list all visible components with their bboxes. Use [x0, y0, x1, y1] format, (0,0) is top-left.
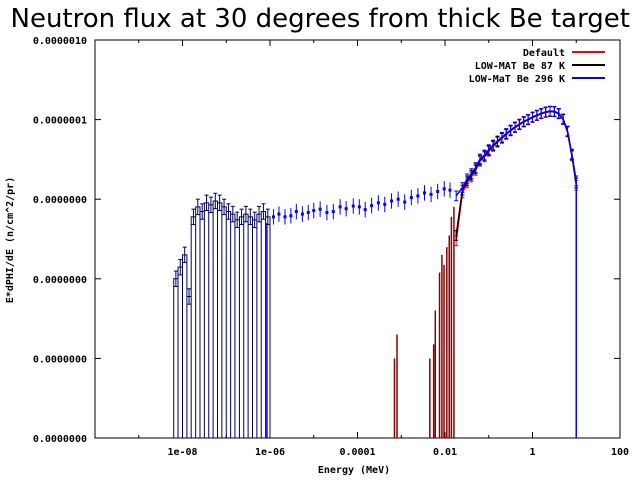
- y-axis-label: E*dPHI/dE (n/cm^2/pr): [5, 177, 16, 303]
- x-tick-label: 100: [611, 447, 629, 458]
- x-tick-label: 1e-08: [167, 447, 197, 458]
- y-tick-label: 0.0000000: [33, 195, 87, 206]
- y-tick-label: 0.0000000: [33, 275, 87, 286]
- blue-point: [383, 202, 387, 206]
- x-tick-label: 0.0001: [339, 447, 375, 458]
- blue-point: [442, 187, 446, 191]
- legend: Default LOW-MAT Be 87 K LOW-MaT Be 296 K: [469, 48, 605, 85]
- blue-point: [338, 205, 342, 209]
- blue-point: [294, 210, 298, 214]
- blue-point: [300, 212, 304, 216]
- y-tick-label: 0.0000000: [33, 354, 87, 365]
- blue-point: [277, 212, 281, 216]
- blue-point: [283, 215, 287, 219]
- x-tick-label: 0.01: [433, 447, 457, 458]
- blue-point: [423, 191, 427, 195]
- blue-point: [351, 204, 355, 208]
- blue-point: [318, 207, 322, 211]
- legend-label: LOW-MaT Be 296 K: [469, 74, 565, 85]
- blue-point: [376, 201, 380, 205]
- blue-point: [436, 189, 440, 193]
- blue-point: [331, 210, 335, 214]
- blue-point: [325, 211, 329, 215]
- chart-title: Neutron flux at 30 degrees from thick Be…: [11, 4, 631, 34]
- blue-point: [363, 208, 367, 212]
- y-tick-label: 0.0000001: [33, 116, 87, 127]
- blue-point: [396, 197, 400, 201]
- blue-point: [416, 194, 420, 198]
- blue-point: [390, 199, 394, 203]
- x-axis-label: Energy (MeV): [318, 465, 390, 476]
- blue-point: [289, 214, 293, 218]
- blue-point: [312, 209, 316, 213]
- blue-point: [344, 207, 348, 211]
- blue-point: [448, 188, 452, 192]
- x-axis: 1e-08 1e-06 0.0001 0.01 1 100: [94, 40, 629, 458]
- blue-point: [429, 192, 433, 196]
- x-tick-label: 1e-06: [255, 447, 285, 458]
- blue-point: [409, 196, 413, 200]
- blue-point: [370, 204, 374, 208]
- blue-point: [306, 211, 310, 215]
- y-tick-label: 0.0000000: [33, 434, 87, 445]
- y-tick-label: 0.0000010: [33, 36, 87, 47]
- legend-label: Default: [523, 48, 565, 59]
- x-tick-label: 1: [529, 447, 535, 458]
- legend-label: LOW-MAT Be 87 K: [475, 61, 565, 72]
- series-line: [455, 110, 577, 197]
- blue-point: [271, 215, 275, 219]
- blue-point: [357, 205, 361, 209]
- y-axis: 0.0000000 0.0000000 0.0000000 0.0000000 0.00…: [33, 36, 620, 445]
- blue-point: [403, 200, 407, 204]
- chart-marks: [173, 105, 579, 438]
